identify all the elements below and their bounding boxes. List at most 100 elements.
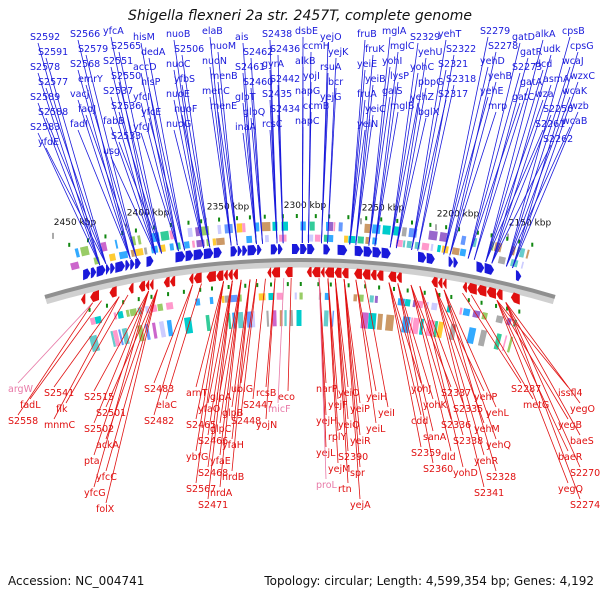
forward-gene-label: cpsG [570,41,594,52]
forward-gene-label: cpsB [562,26,585,37]
forward-gene-label: nuoM [210,41,236,52]
scale-label: 2250 kbp [362,203,405,213]
tick-mark [199,287,202,292]
reverse-gene-leader [207,280,233,468]
reverse-gene-label: S2336 [441,420,471,431]
tick-mark [458,227,461,232]
forward-gene-leader [349,39,366,245]
reverse-gene-label: baeS [570,436,594,447]
tick-mark [68,242,71,247]
scale-label: 2450 kbp [54,218,97,228]
reverse-gene-label: metG [523,400,549,411]
annotation-block [506,336,514,353]
forward-gene-leader [443,36,489,255]
reverse-gene-leader [195,281,224,388]
reverse-gene-leader [397,283,434,400]
tick-mark [137,297,140,302]
forward-gene-leader [349,69,366,245]
tick-mark [450,294,453,299]
reverse-gene-label: S2360 [423,464,453,475]
reverse-gene-leader [496,300,569,452]
forward-gene-leader [217,111,238,246]
reverse-gene-arrow [228,269,233,280]
reverse-gene-label: baeR [558,452,583,463]
forward-gene-leader [173,69,205,249]
scale-label: 2350 kbp [207,203,250,213]
forward-gene-leader [485,129,544,263]
forward-gene-label: nuoC [166,59,191,70]
annotation-block [462,308,471,317]
forward-gene-leader [77,99,131,259]
forward-gene-arrow [337,244,348,256]
reverse-gene-label: yeiH [366,392,387,403]
tick-mark [182,289,185,294]
reverse-gene-leader [219,279,242,392]
forward-gene-label: yejO [320,32,342,43]
annotation-block [448,323,457,341]
forward-gene-label: bglX [418,107,440,118]
annotation-block [436,321,445,339]
forward-gene-leader [209,36,232,246]
forward-gene-leader [449,81,497,256]
forward-gene-label: yehB [488,71,512,82]
forward-gene-arrow [115,260,126,273]
forward-gene-label: S2329 [410,32,440,43]
forward-gene-arrow [372,246,382,258]
tick-mark [518,239,521,244]
forward-gene-leader [485,69,544,263]
reverse-gene-label: folX [96,504,115,515]
forward-gene-arrow [213,247,222,259]
reverse-gene-leader [505,302,581,500]
reverse-gene-leader [443,289,497,440]
annotation-block [94,315,103,325]
forward-gene-label: pbpG [418,77,443,88]
annotation-block [495,315,504,324]
annotation-block [125,309,131,318]
forward-gene-label: S2537 [103,86,133,97]
reverse-gene-leader [434,288,485,392]
forward-gene-leader [118,141,163,254]
forward-gene-leader [140,102,179,252]
forward-gene-leader [505,126,571,267]
reverse-gene-label: S2335 [453,404,483,415]
reverse-gene-label: yfaH [222,440,244,451]
reverse-gene-arrow [80,293,86,305]
forward-gene-label: yehD [480,56,505,67]
annotation-block [382,225,391,235]
forward-gene-arrow [193,249,204,261]
reverse-gene-label: yehR [474,456,498,467]
reverse-gene-label: yfaE [210,456,231,467]
annotation-block [406,240,413,249]
accession-value: NC_004741 [75,574,145,588]
forward-gene-leader [389,42,419,248]
forward-gene-arrow [175,251,186,263]
reverse-gene-label: yejH [316,416,337,427]
forward-gene-label: elaB [202,26,223,37]
forward-gene-label: yfdE [38,137,59,148]
forward-gene-arrow [146,255,154,268]
forward-gene-label: yfcE [141,107,161,118]
reverse-gene-label: proL [316,480,338,491]
forward-gene-label: emrY [78,74,103,85]
forward-gene-label: dedA [141,47,166,58]
tick-mark [248,215,251,220]
forward-gene-leader [301,126,304,244]
forward-gene-leader [85,84,137,258]
reverse-gene-label: ybfG [186,452,208,463]
forward-gene-label: yfbS [174,74,195,85]
reverse-gene-leader [496,300,569,420]
forward-gene-leader [181,114,211,248]
forward-gene-leader [374,51,399,247]
reverse-gene-label: yeiQ [338,420,360,431]
reverse-gene-label: elaC [156,400,177,411]
forward-gene-label: S2279 [480,26,510,37]
annotation-block [117,310,124,319]
forward-gene-leader [77,69,131,259]
forward-gene-label: napG [295,86,320,97]
forward-gene-label: gatR [520,47,543,58]
reverse-gene-label: yegQ [558,484,583,495]
forward-gene-arrow [278,244,283,255]
forward-gene-label: inaA [235,122,256,133]
forward-gene-leader [118,81,163,254]
reverse-gene-arrow [442,278,447,290]
